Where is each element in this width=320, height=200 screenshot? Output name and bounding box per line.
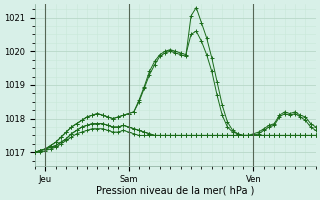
X-axis label: Pression niveau de la mer( hPa ): Pression niveau de la mer( hPa ): [96, 186, 255, 196]
